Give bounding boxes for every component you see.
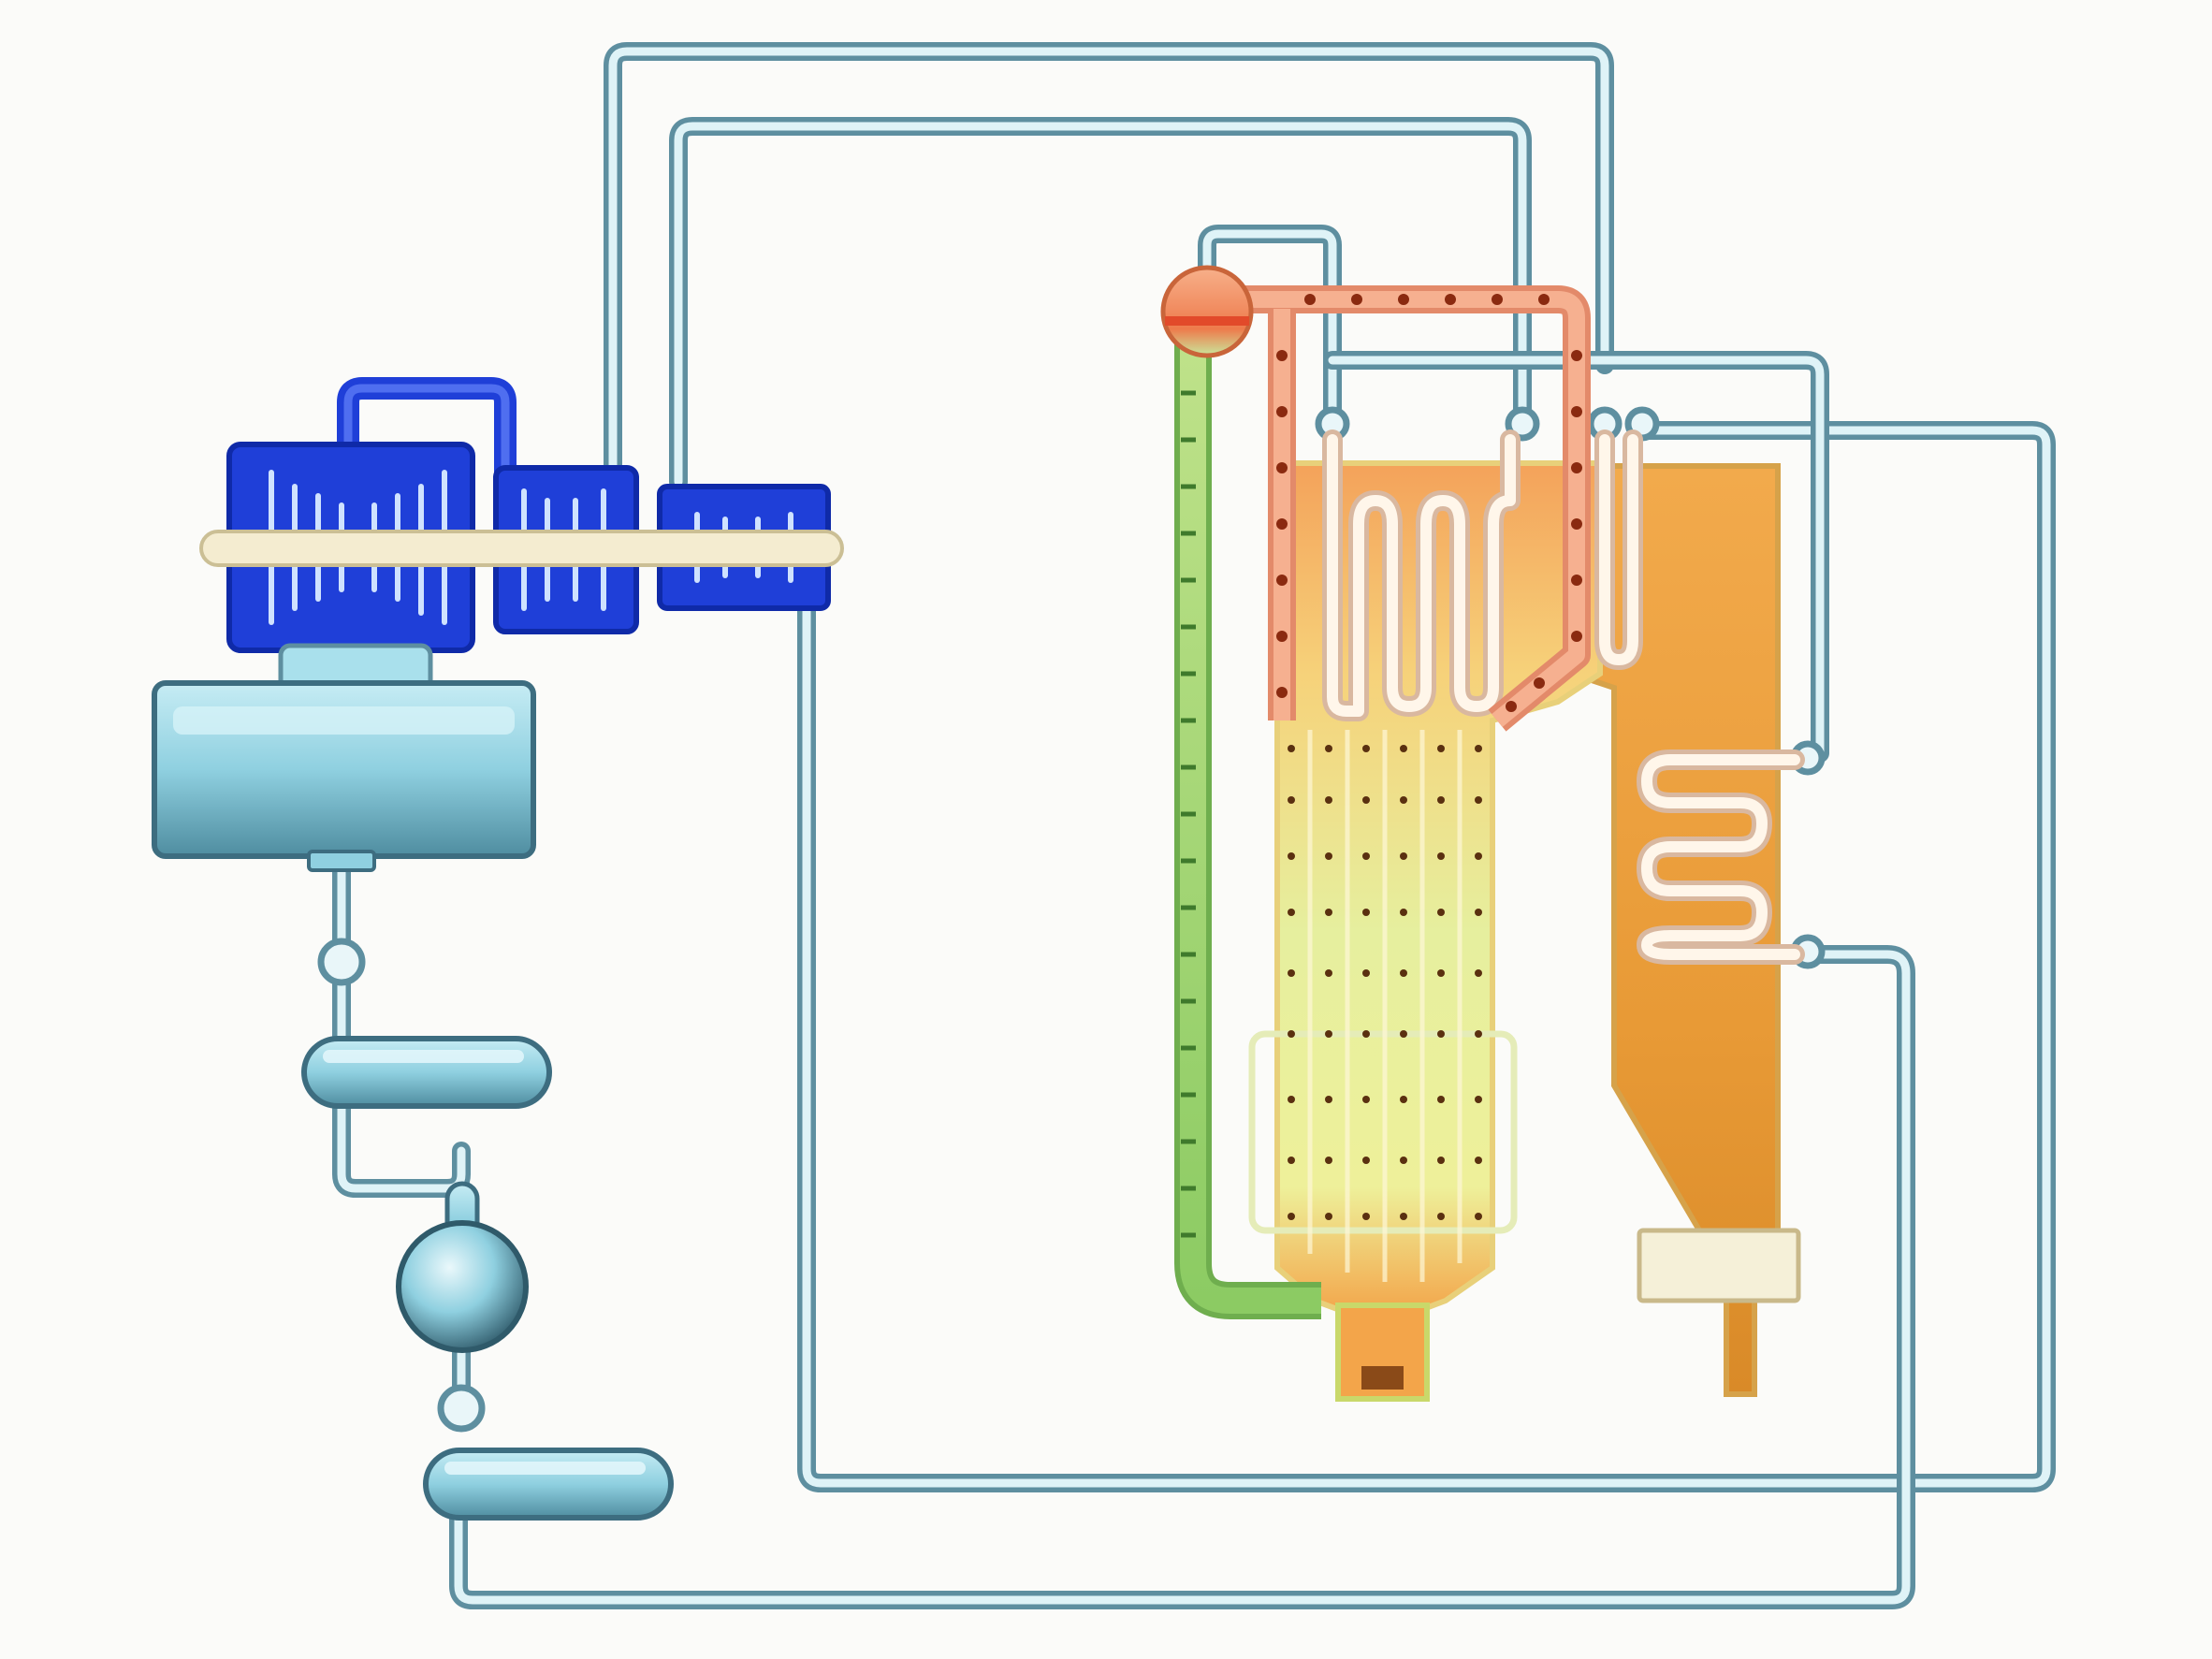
feed-pump-icon — [437, 1384, 486, 1433]
boiler-icon — [1160, 265, 1805, 1402]
air-preheater-icon — [1637, 1228, 1801, 1303]
high-pressure-heater-icon — [423, 1448, 674, 1521]
condensate-pump-icon — [317, 938, 366, 986]
condenser-icon — [152, 680, 536, 872]
drum-icon — [1160, 265, 1254, 358]
furnace-tube-lines — [1307, 730, 1463, 1282]
turbine-shaft — [199, 530, 844, 567]
deaerator-icon — [396, 1181, 529, 1353]
steam-turbine-icon — [199, 377, 844, 700]
roof-tube-dots — [1276, 294, 1582, 712]
furnace-water-wall-grid — [1288, 745, 1482, 1220]
main-steam-pipe — [604, 42, 1614, 477]
ash-hopper — [1335, 1302, 1430, 1402]
downcomer-ticks — [1181, 390, 1196, 1238]
low-pressure-heater-icon — [301, 1036, 552, 1109]
